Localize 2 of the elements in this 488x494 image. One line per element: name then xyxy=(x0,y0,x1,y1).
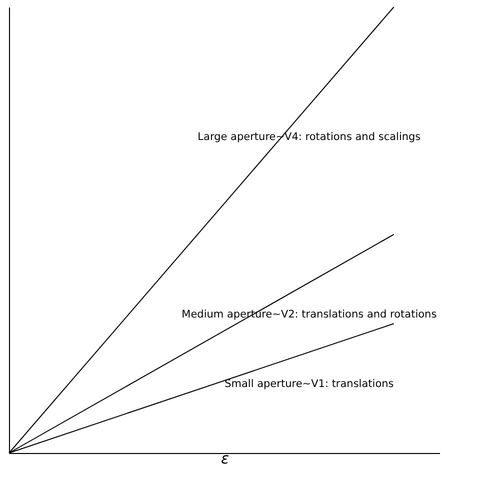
x-axis-title: ε xyxy=(220,450,230,468)
series-label: Small aperture~V1: translations xyxy=(224,378,394,390)
